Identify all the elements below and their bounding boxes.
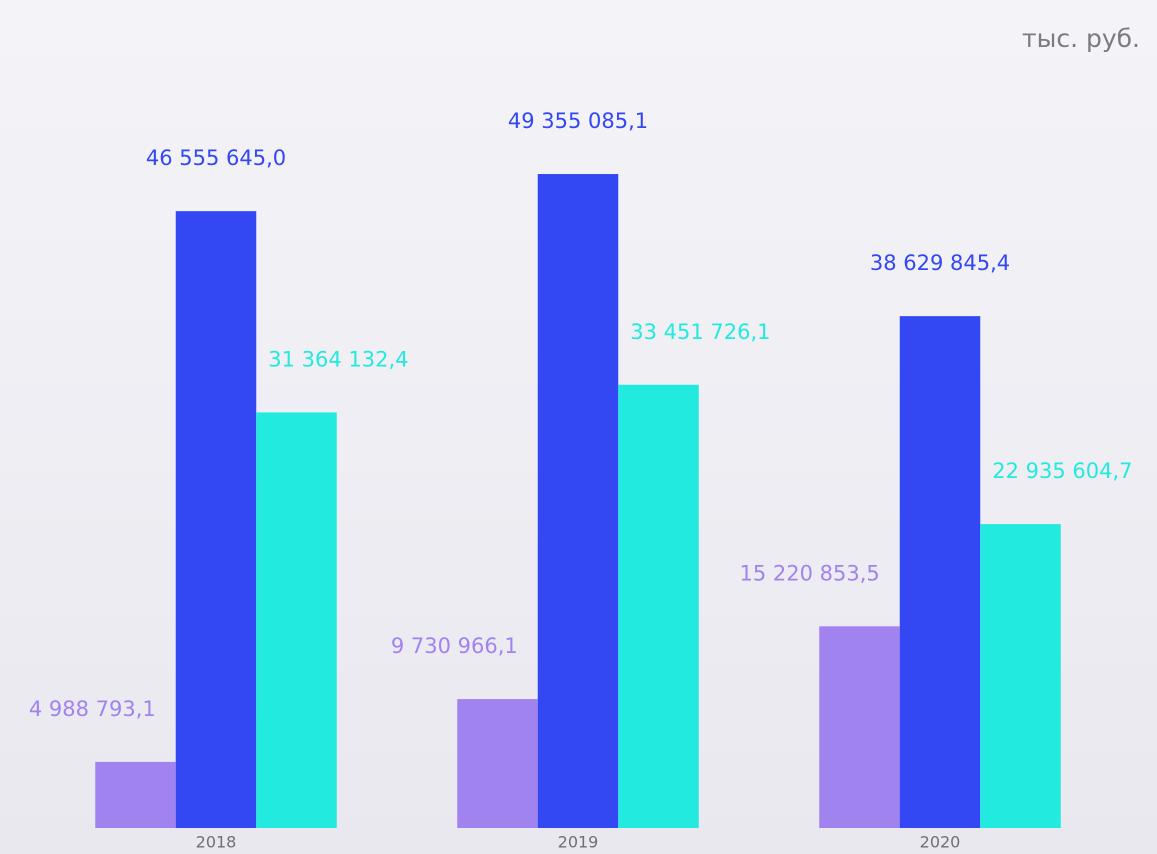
bar: [537, 174, 619, 829]
bar: [175, 211, 257, 829]
x-tick-label: 2019: [558, 833, 599, 852]
value-label: 38 629 845,4: [870, 251, 1010, 275]
value-label: 31 364 132,4: [268, 347, 408, 371]
value-label: 22 935 604,7: [992, 459, 1132, 483]
bar: [899, 316, 981, 828]
bar: [980, 524, 1061, 828]
bar: [618, 384, 699, 828]
x-tick-label: 2018: [196, 833, 237, 852]
bar: [457, 699, 538, 828]
value-label: 46 555 645,0: [146, 146, 286, 170]
value-label: 49 355 085,1: [508, 109, 648, 133]
value-label: 4 988 793,1: [29, 697, 156, 721]
unit-label: тыс. руб.: [1022, 24, 1140, 53]
value-label: 15 220 853,5: [739, 561, 879, 585]
bar: [95, 761, 176, 828]
bar: [256, 412, 337, 828]
bar: [819, 626, 900, 828]
value-label: 33 451 726,1: [630, 320, 770, 344]
value-label: 9 730 966,1: [391, 634, 518, 658]
x-tick-label: 2020: [920, 833, 961, 852]
